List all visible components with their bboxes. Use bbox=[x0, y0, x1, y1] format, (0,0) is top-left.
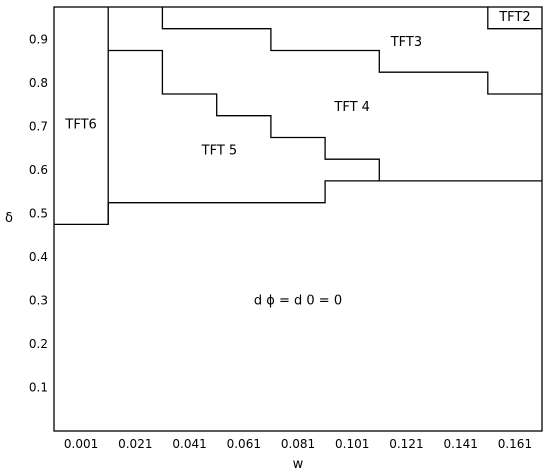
y-axis-ticks: 0.1 0.2 0.3 0.4 0.5 0.6 0.7 0.8 0.9 bbox=[29, 33, 48, 395]
x-tick-label: 0.121 bbox=[389, 437, 423, 451]
x-tick-label: 0.101 bbox=[335, 437, 369, 451]
x-tick-label: 0.021 bbox=[118, 437, 152, 451]
x-tick-label: 0.061 bbox=[227, 437, 261, 451]
y-tick-label: 0.5 bbox=[29, 207, 48, 221]
y-tick-label: 0.1 bbox=[29, 381, 48, 395]
x-tick-label: 0.081 bbox=[281, 437, 315, 451]
y-tick-label: 0.3 bbox=[29, 294, 48, 308]
y-axis-title: δ bbox=[5, 211, 13, 226]
y-tick-label: 0.8 bbox=[29, 76, 48, 90]
x-tick-label: 0.161 bbox=[498, 437, 532, 451]
region-label: TFT3 bbox=[390, 35, 422, 50]
y-tick-label: 0.2 bbox=[29, 337, 48, 351]
boundary-tft6-left bbox=[54, 7, 109, 226]
x-tick-label: 0.141 bbox=[444, 437, 478, 451]
boundary-tft2-box bbox=[487, 7, 542, 30]
boundary-tft5-lower bbox=[107, 180, 542, 225]
x-axis-ticks: 0.001 0.021 0.041 0.061 0.081 0.101 0.121 0.141… bbox=[64, 437, 532, 451]
region-label: TFT2 bbox=[498, 10, 530, 25]
boundary-tft5-upper bbox=[108, 49, 380, 181]
x-tick-label: 0.041 bbox=[172, 437, 206, 451]
region-label: TFT6 bbox=[64, 117, 96, 132]
region-label: d ϕ = d 0 = 0 bbox=[254, 294, 342, 309]
y-tick-label: 0.7 bbox=[29, 120, 48, 134]
x-tick-label: 0.001 bbox=[64, 437, 98, 451]
y-tick-label: 0.9 bbox=[29, 33, 48, 47]
y-tick-label: 0.6 bbox=[29, 163, 48, 177]
x-axis-title: w bbox=[293, 457, 304, 472]
boundary-tft3-lower bbox=[161, 7, 542, 95]
region-boundaries bbox=[54, 7, 542, 226]
region-label: TFT 5 bbox=[201, 144, 238, 159]
region-labels: TFT2 TFT3 TFT 4 TFT 5 TFT6 d ϕ = d 0 = 0 bbox=[64, 10, 530, 309]
plot-frame bbox=[53, 6, 543, 432]
y-tick-label: 0.4 bbox=[29, 250, 48, 264]
region-label: TFT 4 bbox=[333, 100, 370, 115]
